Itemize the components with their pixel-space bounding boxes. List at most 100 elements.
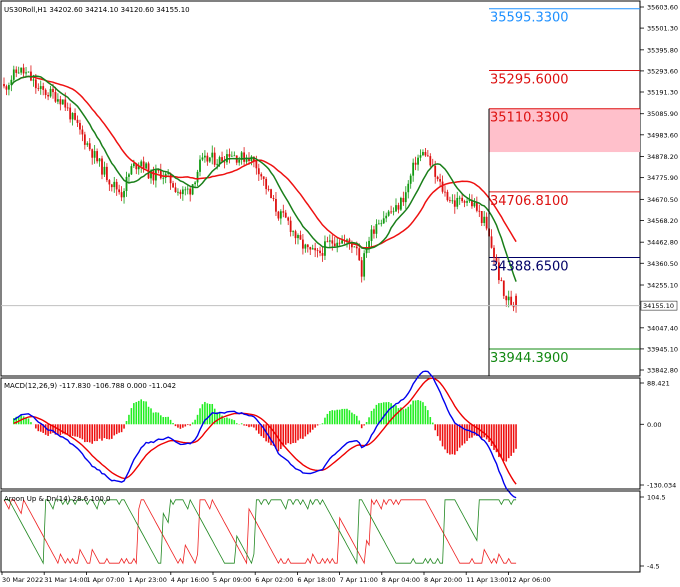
candle (490, 229, 493, 249)
candle (201, 152, 204, 162)
candle-body (498, 262, 500, 281)
candle-body (289, 220, 292, 232)
candle (471, 194, 473, 209)
candle-body (441, 181, 444, 192)
candle (228, 148, 231, 164)
candle-body (314, 248, 317, 251)
candle-body (174, 187, 177, 193)
candle-body (155, 169, 157, 181)
candle (169, 172, 172, 190)
candle (333, 236, 336, 248)
price-tick-label: 34462.80 (647, 239, 678, 247)
candle (387, 209, 390, 217)
price-panel[interactable]: US30Roll,H1 34202.60 34214.10 34120.60 3… (0, 0, 678, 377)
candle (299, 230, 302, 240)
candle (15, 66, 18, 78)
candle-body (449, 200, 451, 202)
candle (3, 77, 5, 89)
candle (142, 156, 145, 173)
candle-body (434, 165, 437, 177)
candle-body (115, 181, 118, 190)
aroon-panel[interactable]: Aroon Up & Dn(14) 28.6 100.0 104.5 -4.5 (0, 490, 666, 573)
candle (363, 250, 366, 281)
candle-body (304, 244, 307, 249)
candle-body (145, 163, 147, 169)
candle (44, 88, 47, 99)
candle-body (130, 166, 133, 175)
candle-body (230, 155, 233, 157)
candle-body (255, 160, 258, 169)
candle (272, 195, 275, 202)
candle (473, 198, 476, 208)
price-axis: 35603.60 35501.30 35395.80 35293.60 35191.30… (640, 4, 678, 375)
candle-body (409, 175, 412, 184)
candle-body (218, 157, 221, 164)
time-label: 31 Mar 14:00 (44, 576, 87, 584)
candle (162, 171, 165, 185)
candle-body (446, 191, 449, 201)
candle-body (380, 223, 383, 225)
candle (189, 186, 192, 202)
candle-body (475, 202, 478, 211)
candle (226, 149, 228, 165)
candle-body (101, 158, 103, 175)
candle-body (120, 192, 123, 198)
candle-body (404, 192, 407, 203)
candle-body (20, 67, 23, 73)
candle (397, 202, 400, 214)
candle-body (382, 218, 385, 224)
level-labels: 35595.3300 35295.6000 35110.3300 34706.8100… (490, 11, 569, 366)
candle-body (328, 240, 331, 242)
candle-body (390, 211, 392, 213)
candle-body (306, 244, 309, 248)
candle-body (57, 99, 59, 102)
candle (267, 185, 270, 192)
candle-body (444, 191, 446, 193)
candle (157, 169, 160, 174)
candle (346, 238, 348, 248)
macd-tick-label: 0.00 (647, 421, 661, 429)
price-tick-label: 34670.50 (647, 196, 678, 204)
candle (177, 188, 179, 196)
candle-body (110, 184, 113, 188)
candle (233, 151, 236, 157)
candle (294, 229, 297, 245)
candle-body (196, 171, 199, 183)
candle (81, 125, 84, 142)
candle-body (199, 159, 201, 172)
candle (71, 112, 74, 126)
candle (382, 211, 385, 225)
candle (316, 248, 319, 258)
candle-body (79, 122, 81, 130)
candle-body (169, 173, 172, 184)
candle (57, 93, 59, 105)
candle (243, 147, 245, 166)
candle-body (478, 210, 481, 212)
candle-body (395, 205, 397, 212)
candle-body (270, 189, 272, 199)
candle-body (226, 154, 228, 163)
candle-body (373, 229, 375, 234)
candle (204, 150, 206, 163)
candle (436, 175, 439, 182)
candle-body (294, 231, 297, 239)
candle-body (407, 183, 410, 193)
time-label: 1 Apr 07:00 (86, 576, 124, 584)
time-label: 11 Apr 13:00 (466, 576, 508, 584)
time-label: 5 Apr 09:00 (213, 576, 251, 584)
candle (326, 236, 329, 243)
candle (338, 239, 341, 246)
candle-body (49, 88, 52, 97)
candle (311, 244, 314, 250)
candle (113, 176, 116, 193)
candle-body (365, 248, 368, 254)
candle-body (245, 158, 248, 162)
candle-body (181, 189, 184, 195)
candle-body (221, 157, 223, 162)
macd-main-line (13, 370, 517, 499)
candle (37, 83, 40, 92)
aroon-tick-label: 104.5 (647, 494, 666, 502)
time-label: 7 Apr 11:00 (340, 576, 378, 584)
macd-panel[interactable]: MACD(12,26,9) -117.830 -106.788 0.000 -1… (0, 370, 676, 499)
